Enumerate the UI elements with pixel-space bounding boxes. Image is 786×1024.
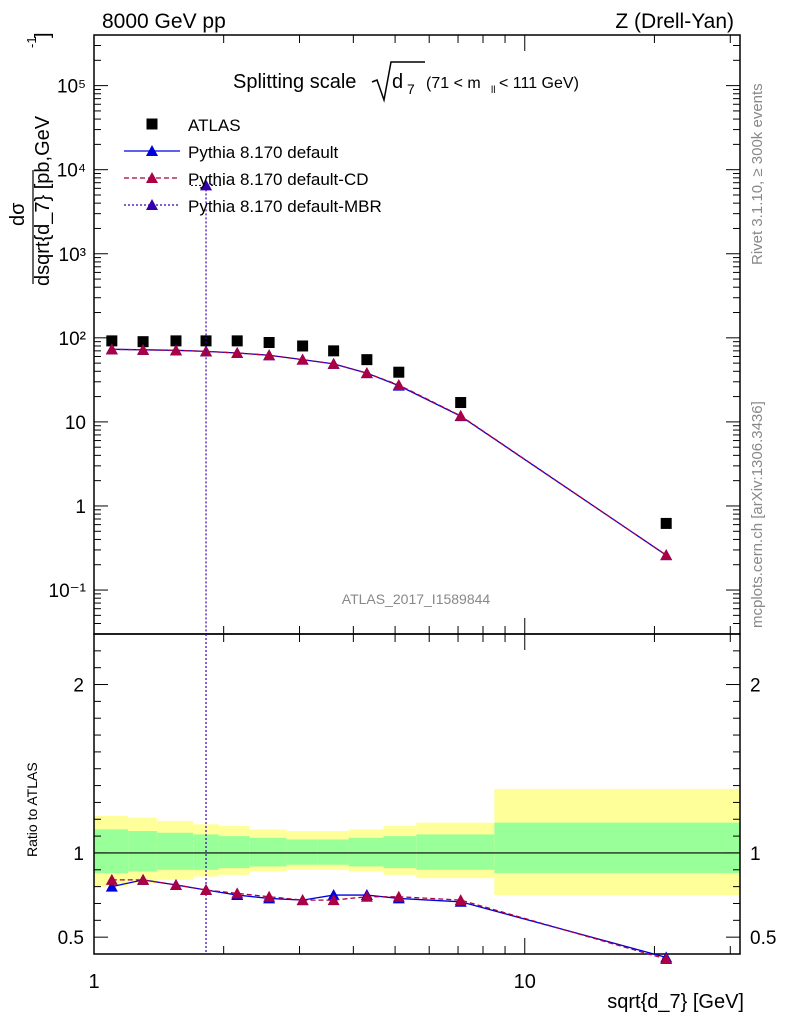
y-label-denominator: dsqrt{d_7} [pb,GeV xyxy=(32,115,54,286)
y-tick-label: 10⁵ xyxy=(57,77,86,98)
series-line xyxy=(111,348,667,556)
atlas-data-point xyxy=(200,335,212,347)
atlas-data-point xyxy=(106,335,118,347)
atlas-data-point xyxy=(328,345,340,357)
ratio-series-point xyxy=(137,873,150,885)
ratio-series-point xyxy=(263,890,276,902)
uncertainty-band-inner xyxy=(156,832,194,870)
x-axis-label: sqrt{d_7} [GeV] xyxy=(607,991,744,1013)
plot-title-range: (71 < m xyxy=(426,75,481,92)
analysis-id: ATLAS_2017_I1589844 xyxy=(342,591,491,607)
series-point xyxy=(263,349,276,361)
plot-title-range-end: < 111 GeV) xyxy=(499,75,579,92)
x-tick-label: 10 xyxy=(514,971,536,993)
ratio-series-point xyxy=(296,894,309,906)
y-tick-label: 10² xyxy=(59,329,86,350)
header-left: 8000 GeV pp xyxy=(102,10,226,33)
ratio-panel: 1 10 0.5 0.5 1 1 2 2 xyxy=(58,633,776,993)
atlas-data-point xyxy=(455,397,467,409)
y-tick-label: 10 xyxy=(65,413,86,434)
uncertainty-band-inner xyxy=(348,837,384,867)
plot-title-subscript: 7 xyxy=(407,81,415,97)
atlas-data-point xyxy=(263,336,275,348)
ratio-series-point xyxy=(660,953,673,965)
ratio-y-tick-label-right: 2 xyxy=(750,676,761,697)
ratio-y-tick-label-right: 1 xyxy=(750,844,761,865)
series-point xyxy=(360,367,373,379)
plot-title: Splitting scale d 7 (71 < m ll < 111 GeV… xyxy=(233,61,579,103)
atlas-data-point xyxy=(170,335,182,347)
series-point xyxy=(660,549,673,561)
uncertainty-band-inner xyxy=(128,831,157,872)
uncertainty-band-inner xyxy=(249,837,287,867)
ratio-y-tick-label: 2 xyxy=(73,676,84,697)
x-tick-label: 1 xyxy=(88,971,99,993)
plot-title-prefix: Splitting scale xyxy=(233,71,356,93)
legend-label: Pythia 8.170 default xyxy=(188,143,339,162)
legend-marker xyxy=(146,199,158,210)
uncertainty-band-inner xyxy=(416,834,495,870)
legend-marker xyxy=(146,145,158,156)
ratio-series-point xyxy=(327,894,340,906)
y-tick-label: 10⁴ xyxy=(57,161,86,182)
y-axis-label-main: dσ dsqrt{d_7} [pb,GeV -1 ] xyxy=(7,32,54,286)
series-point xyxy=(327,357,340,369)
series-point xyxy=(392,378,405,390)
atlas-data-point xyxy=(297,340,309,352)
ratio-series-line xyxy=(111,879,667,960)
uncertainty-band-inner xyxy=(286,839,318,865)
legend-label: ATLAS xyxy=(188,116,241,135)
y-label-denominator-end: ] xyxy=(32,32,54,38)
y-tick-label: 1 xyxy=(75,497,86,518)
y-axis-label-ratio: Ratio to ATLAS xyxy=(24,762,40,857)
uncertainty-band-inner xyxy=(494,822,740,874)
uncertainty-band-inner xyxy=(317,839,349,865)
series-point xyxy=(296,353,309,365)
series-point xyxy=(231,346,244,358)
legend-label: Pythia 8.170 default-MBR xyxy=(188,197,382,216)
ratio-series-point xyxy=(105,873,118,885)
plot-title-range-sub: ll xyxy=(491,85,495,96)
uncertainty-band-inner xyxy=(218,836,250,869)
series-point xyxy=(200,179,213,191)
ratio-series-point xyxy=(231,887,244,899)
ratio-y-tick-label: 1 xyxy=(73,844,84,865)
ratio-series-point xyxy=(360,890,373,902)
ratio-series-point xyxy=(105,880,118,892)
header-right: Z (Drell-Yan) xyxy=(615,10,734,33)
legend-label: Pythia 8.170 default-CD xyxy=(188,170,369,189)
uncertainty-band-inner xyxy=(383,836,417,869)
y-label-numerator: dσ xyxy=(7,202,29,226)
series-point xyxy=(454,409,467,421)
legend-marker xyxy=(146,118,158,130)
y-tick-label: 10⁻¹ xyxy=(49,581,87,602)
y-label-denominator-sup: -1 xyxy=(24,36,39,48)
legend: ATLAS Pythia 8.170 default Pythia 8.170 de… xyxy=(124,116,382,216)
series-point xyxy=(105,343,118,355)
series-point xyxy=(137,343,150,355)
y-tick-label: 10³ xyxy=(59,245,86,266)
series-line xyxy=(111,348,667,556)
ratio-series-point xyxy=(392,890,405,902)
ratio-y-tick-label-right: 0.5 xyxy=(750,928,776,949)
ratio-series-point xyxy=(454,894,467,906)
sqrt-symbol xyxy=(371,61,425,103)
plot-title-symbol: d xyxy=(392,71,403,93)
legend-marker xyxy=(146,172,158,183)
atlas-data-point xyxy=(660,517,672,529)
atlas-data-point xyxy=(393,366,405,378)
atlas-data-point xyxy=(361,354,373,366)
ratio-series-point xyxy=(169,878,182,890)
series-point xyxy=(169,344,182,356)
mcplots-note: mcplots.cern.ch [arXiv:1306.3436] xyxy=(749,401,766,628)
uncertainty-band-inner xyxy=(94,829,129,874)
atlas-data-point xyxy=(137,336,149,348)
atlas-data-point xyxy=(231,335,243,347)
ratio-y-tick-label: 0.5 xyxy=(58,928,84,949)
ratio-frame xyxy=(93,633,741,955)
rivet-note: Rivet 3.1.10, ≥ 300k events xyxy=(749,83,766,265)
main-panel: 10⁻¹ 1 10 10² 10³ 10⁴ 10⁵ xyxy=(49,34,741,635)
ratio-series-point xyxy=(200,884,213,895)
